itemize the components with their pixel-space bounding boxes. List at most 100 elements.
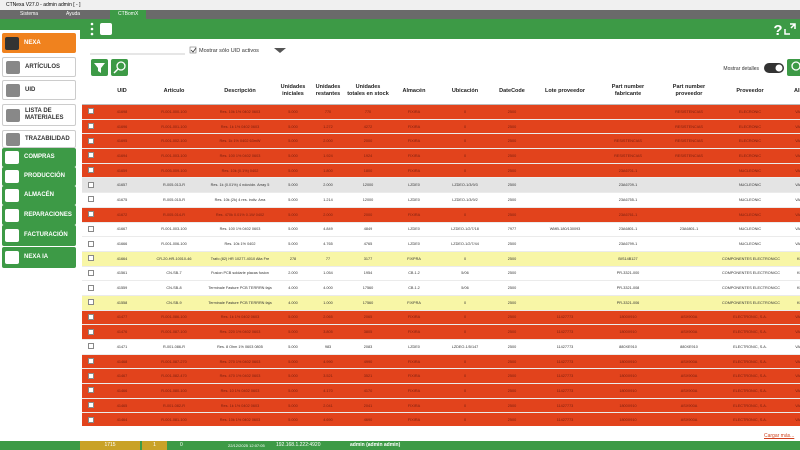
table-cell: 5.000 [276, 368, 310, 385]
table-row: 41467 R-001-082-470 Res. 470 1% 0402 0603 5… [82, 368, 800, 385]
row-checkbox[interactable] [88, 387, 94, 394]
row-checkbox[interactable] [88, 225, 94, 232]
row-checkbox[interactable] [88, 137, 94, 144]
table-cell: 2000 [346, 207, 390, 223]
table-cell: VALE [780, 310, 800, 326]
table-row: 41558 CN-SB-9 Terminale Fasture PCB TERRRN… [82, 295, 800, 311]
table-cell: ASX900A [658, 412, 720, 426]
column-header: Alba [780, 78, 800, 105]
sidebar-item[interactable]: NEXA [2, 33, 76, 53]
sidebar-item[interactable]: ALMACÉN [2, 186, 76, 205]
table-cell: ELECRONIC [720, 104, 780, 120]
table-cell: ELECRONIC [720, 133, 780, 150]
row-checkbox[interactable] [88, 358, 94, 365]
table-cell: VALE [780, 207, 800, 223]
row-checkbox[interactable] [88, 181, 94, 188]
table-cell: 2500 [492, 383, 532, 399]
table-cell [658, 192, 720, 208]
table-cell: 3.521 [310, 368, 346, 385]
row-checkbox[interactable] [88, 416, 94, 423]
table-cell: LZDEO-1/2/7/18 [438, 222, 492, 238]
table-cell: R-005-014-R [144, 207, 204, 223]
table-cell: 2083 [346, 339, 390, 355]
box-button[interactable] [100, 23, 112, 35]
table-cell: CB.1.2 [390, 280, 438, 296]
menu-item[interactable]: Ayuda [66, 11, 81, 17]
sidebar-icon [5, 229, 19, 242]
table-cell: R-001-082-R [144, 398, 204, 414]
table-cell: VALE [780, 163, 800, 179]
table-cell: 1800X910 [598, 383, 658, 399]
row-checkbox[interactable] [88, 402, 94, 409]
menu-item[interactable]: Sistema [20, 11, 39, 17]
table-cell: 2500 [492, 207, 532, 223]
row-checkbox[interactable] [88, 269, 94, 276]
load-more-link[interactable]: Cargar más... [764, 433, 795, 439]
search-button[interactable] [111, 59, 128, 76]
checkbox[interactable] [189, 46, 197, 54]
table-cell: 2.065 [310, 310, 346, 326]
sidebar-item[interactable]: ARTÍCULOS [2, 57, 76, 77]
row-checkbox[interactable] [88, 152, 94, 159]
table-cell: FIXIRA [390, 163, 438, 179]
table-cell: VALA [780, 192, 800, 208]
row-checkbox[interactable] [88, 240, 94, 247]
table-cell: Fusion PCB soldarle placas fusion [204, 266, 276, 282]
row-checkbox[interactable] [88, 211, 94, 218]
row-checkbox[interactable] [88, 255, 94, 262]
table-cell: Res. 10k 1% 0402 [204, 236, 276, 252]
table-cell: 41476 [100, 324, 144, 340]
table-cell: 5.000 [276, 383, 310, 399]
table-row: 41666 R-001-006-100 Res. 10k 1% 0402 5.000 4… [82, 236, 800, 252]
checkbox-cell [82, 177, 100, 194]
table-cell: 5/06 [438, 266, 492, 282]
table-cell [658, 295, 720, 311]
sidebar-item[interactable]: FACTURACIÓN [2, 225, 76, 246]
table-cell: 5.000 [276, 163, 310, 179]
table-cell: 3177 [346, 251, 390, 267]
row-checkbox[interactable] [88, 108, 94, 115]
row-checkbox[interactable] [88, 299, 94, 306]
checkbox-cell [82, 266, 100, 282]
row-checkbox[interactable] [88, 328, 94, 335]
header-row: UID Artículo Descripción Unidades iniciales… [82, 78, 800, 105]
table-cell [658, 163, 720, 179]
table-cell: LZDE0 [390, 339, 438, 355]
table-cell: CN-SB-9 [144, 295, 204, 311]
uid-table: UID Artículo Descripción Unidades iniciales… [82, 78, 800, 426]
row-checkbox[interactable] [88, 372, 94, 379]
sidebar-item[interactable]: TRAZABILIDAD [2, 130, 76, 148]
table-cell: PR-3321-000 [598, 266, 658, 282]
row-checkbox[interactable] [88, 123, 94, 130]
table-cell: 0 [438, 148, 492, 164]
table-cell: 0 [438, 310, 492, 326]
sidebar-item[interactable]: UID [2, 80, 76, 100]
table-cell: 5.000 [276, 354, 310, 370]
row-checkbox[interactable] [88, 196, 94, 203]
table-cell: 2.000 [310, 177, 346, 194]
sidebar-item[interactable]: COMPRAS [2, 148, 76, 167]
table-cell: 0 [438, 354, 492, 370]
row-checkbox[interactable] [88, 167, 94, 174]
row-checkbox[interactable] [88, 284, 94, 291]
sidebar-item[interactable]: NEXA IA [2, 247, 76, 268]
table-cell: 41464 [100, 412, 144, 426]
table-cell: 41698 [100, 104, 144, 120]
table-cell: 5.000 [276, 236, 310, 252]
column-header: Unidades totales en stock [346, 78, 390, 105]
table-row: 41667 R-001-003-100 Res. 100 1% 0402 0603 5… [82, 222, 800, 238]
row-checkbox[interactable] [88, 313, 94, 320]
table-cell: 2500 [492, 266, 532, 282]
search-button[interactable] [787, 59, 800, 76]
row-checkbox[interactable] [88, 343, 94, 350]
checkbox-cell [82, 339, 100, 355]
table-cell: R-005-013-R [144, 177, 204, 194]
sidebar-item[interactable]: REPARACIONES [2, 205, 76, 225]
tab[interactable]: CTBomX [110, 10, 147, 19]
table-cell: 41667 [100, 222, 144, 238]
dropdown[interactable] [274, 48, 286, 53]
sidebar-item[interactable]: PRODUCCIÓN [2, 167, 76, 186]
sidebar-item[interactable]: LISTA DE MATERIALES [2, 104, 76, 126]
table-row: 41471 R-001-086-R Res. 8 Ohm 1% 0603 0805 5… [82, 339, 800, 355]
